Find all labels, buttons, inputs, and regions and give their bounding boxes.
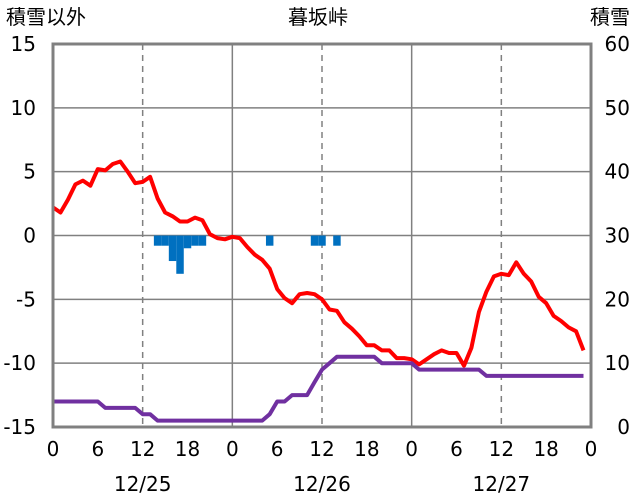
- left-tick-label: 15: [11, 32, 36, 56]
- precip-bar: [198, 235, 207, 246]
- precip-bar: [310, 235, 319, 246]
- left-tick-label: -10: [3, 351, 36, 375]
- precip-bar: [168, 235, 177, 262]
- data-lines: [51, 159, 586, 423]
- precipitation-bars: [153, 235, 341, 274]
- right-tick-label: 50: [605, 96, 630, 120]
- date-label: 12/26: [293, 472, 351, 496]
- x-tick-label: 12: [130, 437, 155, 461]
- right-tick-label: 20: [605, 287, 630, 311]
- left-tick-label: 5: [23, 160, 36, 184]
- precip-bar: [191, 235, 199, 246]
- right-tick-label: 10: [605, 351, 630, 375]
- x-tick-label: 6: [450, 437, 463, 461]
- precip-bar: [333, 235, 341, 246]
- plot-frame: [51, 42, 593, 429]
- left-tick-label: 0: [23, 224, 36, 248]
- right-tick-label: 30: [605, 224, 630, 248]
- precip-bar: [153, 235, 162, 246]
- left-tick-label: -15: [3, 415, 36, 439]
- right-tick-label: 0: [617, 415, 630, 439]
- precip-bar: [318, 235, 326, 246]
- right-axis-title: 積雪: [590, 5, 630, 29]
- x-tick-label: 0: [405, 437, 418, 461]
- left-tick-label: 10: [11, 96, 36, 120]
- precip-bar: [265, 235, 274, 246]
- x-tick-label: 0: [47, 437, 60, 461]
- chart-title: 暮坂峠: [288, 5, 348, 29]
- x-tick-label: 18: [354, 437, 379, 461]
- left-axis-title: 積雪以外: [6, 5, 86, 29]
- x-tick-label: 0: [585, 437, 598, 461]
- x-tick-label: 0: [226, 437, 239, 461]
- x-tick-label: 12: [309, 437, 334, 461]
- x-tick-label: 18: [175, 437, 200, 461]
- x-tick-label: 6: [271, 437, 284, 461]
- x-tick-label: 6: [91, 437, 104, 461]
- date-label: 12/25: [114, 472, 172, 496]
- precip-bar: [183, 235, 192, 249]
- right-tick-label: 60: [605, 32, 630, 56]
- right-tick-label: 40: [605, 160, 630, 184]
- precip-bar: [161, 235, 169, 246]
- snow-depth-line: [53, 354, 584, 423]
- precip-bar: [176, 235, 184, 274]
- x-tick-label: 12: [489, 437, 514, 461]
- date-label: 12/27: [473, 472, 531, 496]
- x-tick-label: 18: [533, 437, 558, 461]
- temperature-line: [51, 159, 586, 368]
- left-tick-label: -5: [16, 287, 36, 311]
